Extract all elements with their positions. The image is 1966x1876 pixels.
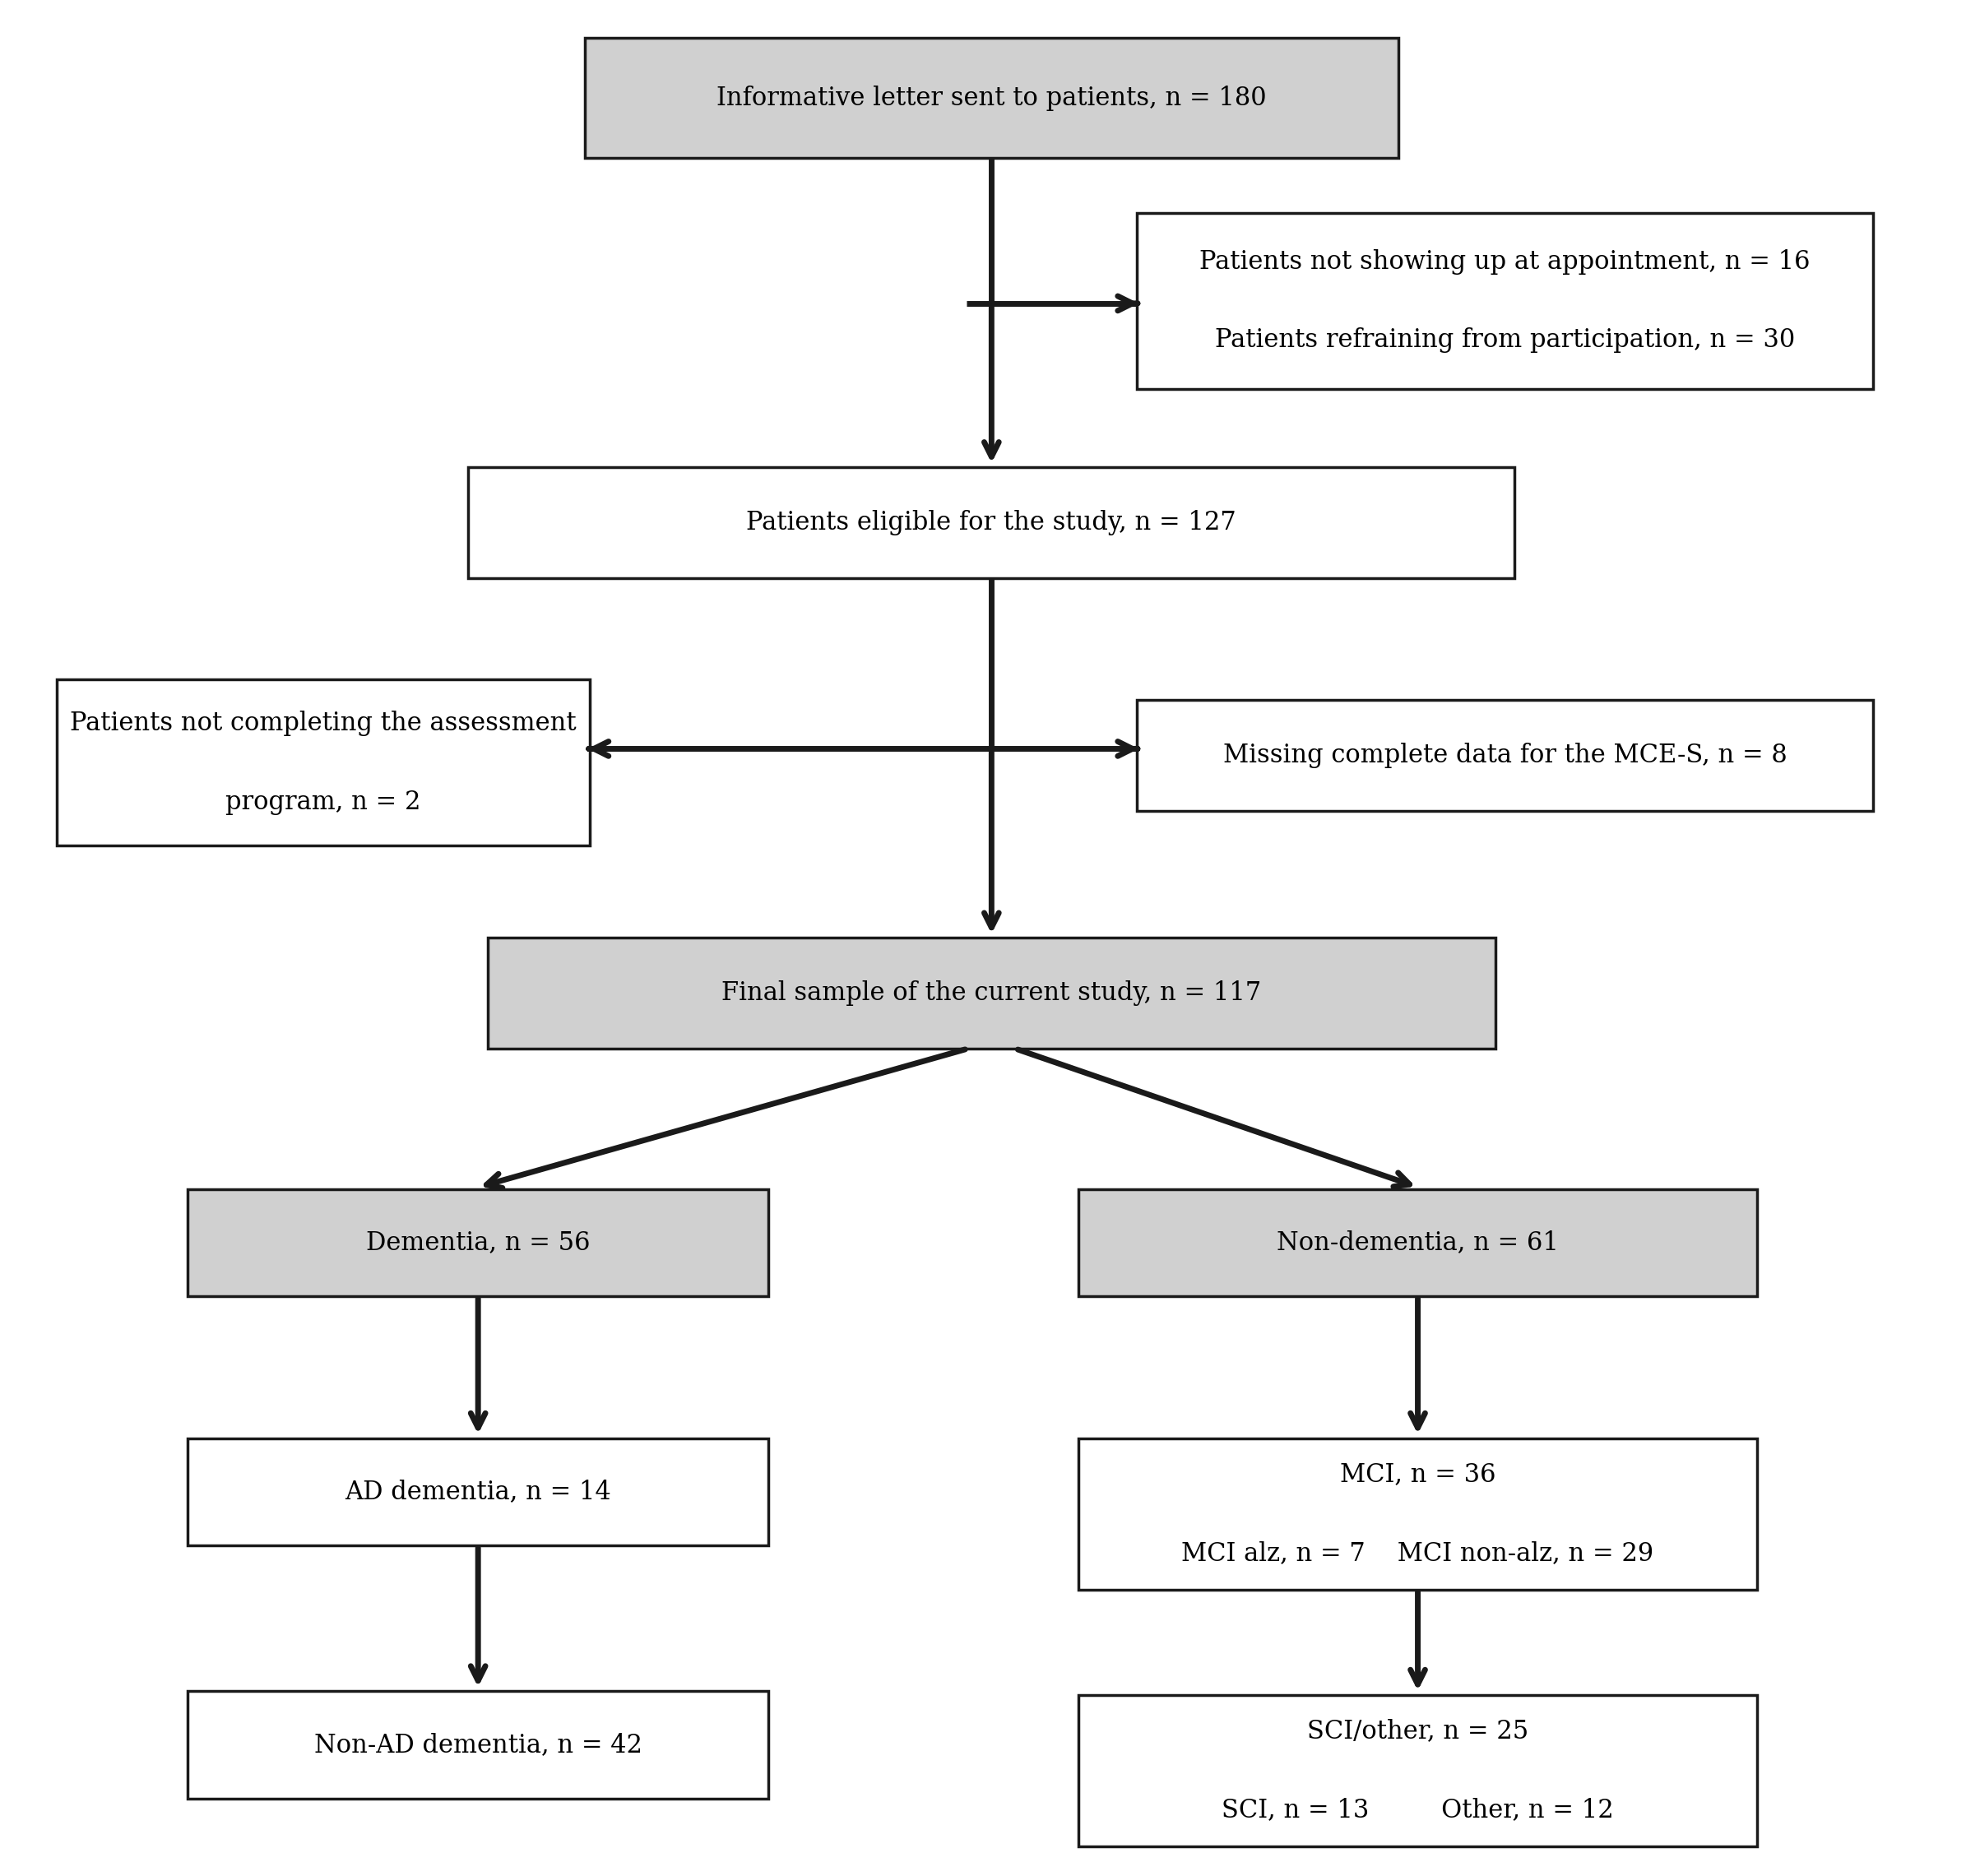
Text: SCI/other, n = 25

SCI, n = 13         Other, n = 12: SCI/other, n = 25 SCI, n = 13 Other, n =…: [1221, 1718, 1614, 1823]
FancyBboxPatch shape: [187, 1189, 769, 1296]
FancyBboxPatch shape: [57, 679, 590, 846]
Text: Dementia, n = 56: Dementia, n = 56: [366, 1231, 590, 1255]
Text: Final sample of the current study, n = 117: Final sample of the current study, n = 1…: [722, 981, 1262, 1006]
Text: Patients eligible for the study, n = 127: Patients eligible for the study, n = 127: [747, 510, 1237, 535]
FancyBboxPatch shape: [1136, 214, 1874, 388]
FancyBboxPatch shape: [584, 38, 1398, 158]
FancyBboxPatch shape: [1079, 1694, 1758, 1846]
FancyBboxPatch shape: [1136, 700, 1874, 810]
Text: Non-AD dementia, n = 42: Non-AD dementia, n = 42: [315, 1732, 643, 1758]
FancyBboxPatch shape: [1079, 1189, 1758, 1296]
Text: Missing complete data for the MCE-S, n = 8: Missing complete data for the MCE-S, n =…: [1223, 743, 1787, 767]
FancyBboxPatch shape: [488, 938, 1496, 1049]
Text: MCI, n = 36

MCI alz, n = 7    MCI non-alz, n = 29: MCI, n = 36 MCI alz, n = 7 MCI non-alz, …: [1182, 1461, 1653, 1566]
Text: Non-dementia, n = 61: Non-dementia, n = 61: [1276, 1231, 1559, 1255]
FancyBboxPatch shape: [187, 1439, 769, 1546]
FancyBboxPatch shape: [468, 467, 1514, 578]
Text: Informative letter sent to patients, n = 180: Informative letter sent to patients, n =…: [716, 84, 1266, 111]
FancyBboxPatch shape: [187, 1692, 769, 1799]
Text: AD dementia, n = 14: AD dementia, n = 14: [344, 1478, 611, 1505]
FancyBboxPatch shape: [1079, 1439, 1758, 1589]
Text: Patients not completing the assessment

program, n = 2: Patients not completing the assessment p…: [71, 711, 576, 814]
Text: Patients not showing up at appointment, n = 16

Patients refraining from partici: Patients not showing up at appointment, …: [1199, 250, 1811, 353]
